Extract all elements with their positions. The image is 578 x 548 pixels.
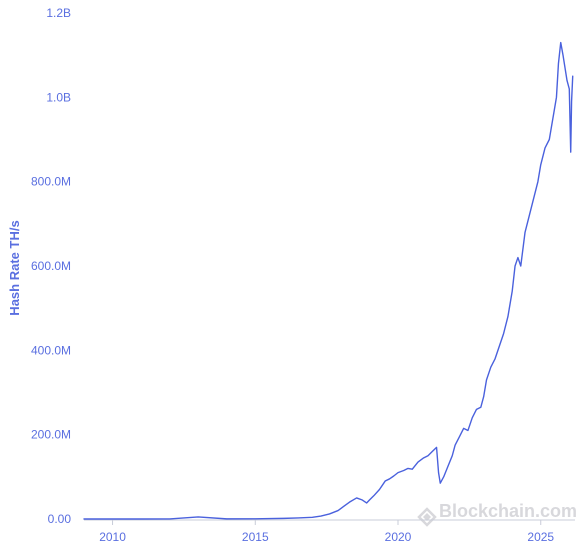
watermark-text: Blockchain.com — [439, 501, 577, 521]
y-axis-title: Hash Rate TH/s — [7, 220, 22, 315]
x-tick-label: 2020 — [385, 530, 412, 544]
y-tick-label: 200.0M — [31, 428, 71, 442]
x-tick-label: 2010 — [99, 530, 126, 544]
x-tick-label: 2015 — [242, 530, 269, 544]
y-tick-label: 1.0B — [46, 90, 71, 104]
hash-rate-series-line — [83, 41, 574, 520]
y-axis: 0.00 200.0M 400.0M 600.0M 800.0M 1.0B 1.2B — [31, 6, 71, 526]
blockchain-watermark: Blockchain.com — [417, 501, 577, 527]
blockchain-logo-icon-inner — [423, 513, 431, 521]
blockchain-logo-icon — [417, 507, 437, 527]
x-tick-label: 2025 — [527, 530, 554, 544]
y-tick-label: 1.2B — [46, 6, 71, 20]
y-tick-label: 600.0M — [31, 259, 71, 273]
y-tick-label: 0.00 — [48, 512, 72, 526]
x-axis: 2010 2015 2020 2025 — [84, 519, 575, 544]
y-tick-label: 400.0M — [31, 343, 71, 357]
y-tick-label: 800.0M — [31, 175, 71, 189]
series-group — [83, 41, 574, 520]
